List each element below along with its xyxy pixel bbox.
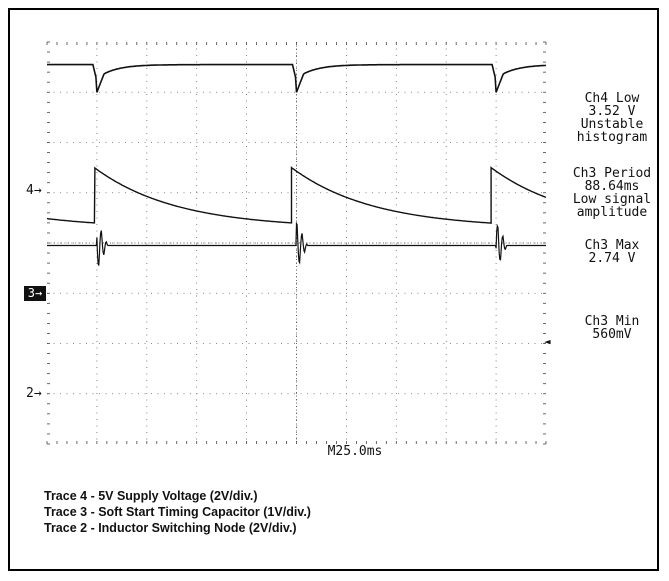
measurement-ch3-period: Ch3 Period 88.64ms Low signal amplitude [572,166,652,220]
trace-4-line [47,63,547,93]
trigger-marker: ◄ [544,335,551,348]
trace-2-line [47,221,546,266]
legend-trace-2: Trace 2 - Inductor Switching Node (2V/di… [44,521,297,535]
trace-3-line [46,166,547,224]
measurement-ch3-min: Ch3 Min 560mV [584,314,640,342]
measurement-ch3-max: Ch3 Max 2.74 V [584,238,640,266]
figure-frame [8,8,659,571]
measurement-ch4-low: Ch4 Low 3.52 V Unstable histogram [576,91,648,145]
trace-legend: Trace 4 - 5V Supply Voltage (2V/div.) Tr… [44,488,311,536]
ch4-marker: 4→ [26,183,42,198]
legend-trace-4: Trace 4 - 5V Supply Voltage (2V/div.) [44,489,258,503]
legend-trace-3: Trace 3 - Soft Start Timing Capacitor (1… [44,505,311,519]
ch2-marker: 2→ [26,386,42,401]
ch3-marker: 3→ [24,286,46,301]
timebase-label: M25.0ms [327,444,383,459]
